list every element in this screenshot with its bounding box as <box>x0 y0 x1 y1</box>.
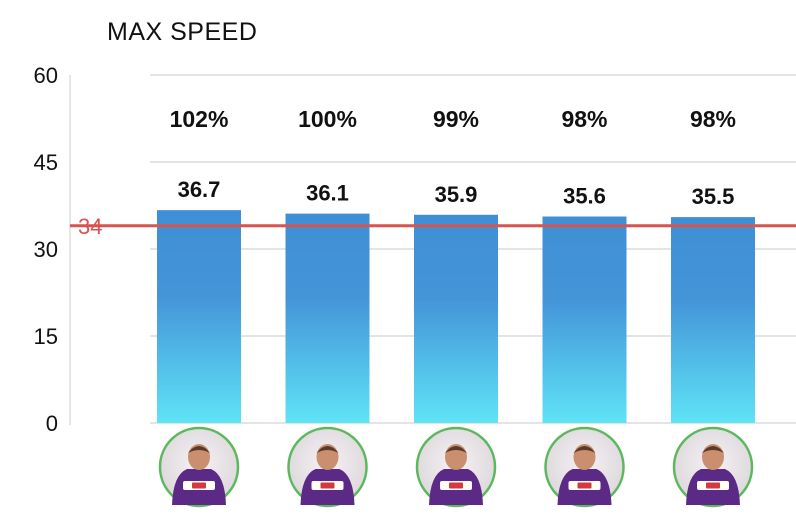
bars <box>157 210 755 423</box>
data-labels: 36.7 102% 36.1 100% 35.9 99% 35.6 98% 35.5 98% <box>170 106 736 209</box>
value-label: 35.6 <box>563 184 606 209</box>
bar <box>414 214 498 423</box>
bar <box>285 213 370 423</box>
percent-label: 98% <box>690 106 736 132</box>
reference-line-label: 34 <box>78 214 102 239</box>
player-photo <box>544 426 625 508</box>
chart-title: MAX SPEED <box>107 18 257 46</box>
value-label: 36.7 <box>178 177 221 202</box>
percent-label: 102% <box>170 106 229 132</box>
y-tick-label: 60 <box>34 63 58 88</box>
y-tick-labels: 0 15 30 45 60 <box>34 63 58 436</box>
y-tick-label: 30 <box>34 237 58 262</box>
value-label: 36.1 <box>306 181 349 206</box>
y-tick-label: 45 <box>34 150 58 175</box>
value-label: 35.5 <box>692 184 735 209</box>
bar <box>671 217 755 423</box>
y-tick-label: 0 <box>46 411 58 436</box>
bar <box>542 216 627 423</box>
player-photos <box>158 426 754 508</box>
percent-label: 100% <box>298 106 357 132</box>
player-photo <box>158 426 240 508</box>
player-photo <box>287 426 368 508</box>
player-photo <box>415 426 497 508</box>
player-photo <box>672 426 754 508</box>
percent-label: 98% <box>561 106 607 132</box>
bar <box>157 210 241 423</box>
y-tick-label: 15 <box>34 324 58 349</box>
percent-label: 99% <box>433 106 479 132</box>
value-label: 35.9 <box>435 182 478 207</box>
